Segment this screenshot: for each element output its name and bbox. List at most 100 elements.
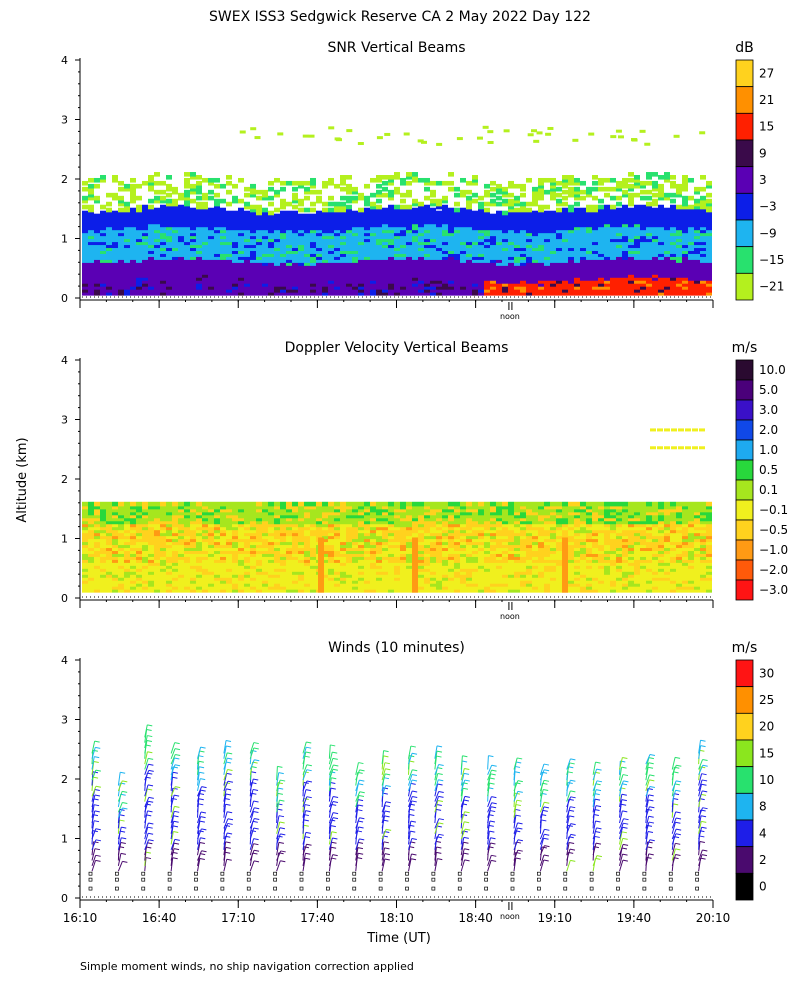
snr-cell <box>394 172 400 177</box>
snr-cell <box>478 196 484 201</box>
snr-cell <box>309 135 315 138</box>
snr-cell <box>490 187 496 192</box>
snr-cell <box>418 202 424 207</box>
snr-cell <box>256 190 262 195</box>
snr-cell <box>112 211 118 216</box>
snr-cell <box>634 205 640 210</box>
snr-cell <box>346 129 352 132</box>
snr-cell <box>202 193 208 198</box>
snr-cell <box>268 202 274 207</box>
snr-cell <box>388 175 394 180</box>
snr-cell <box>154 190 160 195</box>
snr-cell <box>304 187 310 192</box>
snr-cell <box>292 187 298 192</box>
snr-cell <box>592 181 598 186</box>
snr-cell <box>568 205 574 210</box>
snr-cell <box>556 193 562 198</box>
y-tick-label: 3 <box>61 414 68 427</box>
snr-cell <box>460 178 466 183</box>
snr-cell <box>598 205 604 210</box>
snr-cell <box>586 205 592 210</box>
velocity-cell <box>238 502 244 507</box>
y-tick-label: 1 <box>61 233 68 246</box>
velocity-cell <box>292 502 298 507</box>
snr-cell <box>574 187 580 192</box>
snr-cell <box>148 205 154 210</box>
snr-cell <box>94 178 100 183</box>
snr-cell <box>520 202 526 207</box>
snr-cell <box>674 135 680 138</box>
colorbar-swatch <box>736 560 753 580</box>
snr-cell <box>598 199 604 204</box>
snr-cell <box>256 205 262 210</box>
snr-cell <box>616 130 622 133</box>
snr-cell <box>454 202 460 207</box>
snr-cell <box>280 211 286 216</box>
snr-cell <box>487 130 493 133</box>
snr-cell <box>364 196 370 201</box>
snr-cell <box>700 196 706 201</box>
y-tick-label: 3 <box>61 114 68 127</box>
colorbar-swatch <box>736 87 753 114</box>
snr-cell <box>400 199 406 204</box>
snr-cell <box>316 211 322 216</box>
snr-cell <box>352 187 358 192</box>
velocity-cell <box>316 502 322 507</box>
snr-cell <box>100 205 106 210</box>
velocity-cell <box>106 502 112 507</box>
snr-cell <box>298 214 304 219</box>
snr-cell <box>196 196 202 201</box>
snr-cell <box>652 199 658 204</box>
colorbar-label: −15 <box>759 253 784 267</box>
velocity-cell <box>190 502 196 507</box>
snr-cell <box>352 211 358 216</box>
snr-cell <box>280 199 286 204</box>
snr-cell <box>508 193 514 198</box>
snr-cell <box>646 190 652 195</box>
snr-cell <box>526 202 532 207</box>
snr-cell <box>568 187 574 192</box>
snr-cell <box>202 202 208 207</box>
colorbar-label: 27 <box>759 66 774 80</box>
snr-cell <box>370 202 376 207</box>
snr-cell <box>118 196 124 201</box>
snr-cell <box>124 184 130 189</box>
snr-cell <box>244 187 250 192</box>
snr-cell <box>610 135 616 138</box>
colorbar-swatch <box>736 380 753 400</box>
snr-cell <box>634 175 640 180</box>
snr-cell <box>346 175 352 180</box>
snr-cell <box>274 208 280 213</box>
snr-cell <box>136 184 142 189</box>
snr-cell <box>82 187 88 192</box>
snr-cell <box>160 181 166 186</box>
snr-cell <box>130 184 136 189</box>
snr-cell <box>106 202 112 207</box>
snr-cell <box>262 190 268 195</box>
snr-cell <box>286 211 292 216</box>
snr-cell <box>136 205 142 210</box>
snr-cell <box>130 208 136 213</box>
snr-cell <box>352 196 358 201</box>
snr-cell <box>328 178 334 183</box>
snr-cell <box>370 178 376 183</box>
snr-cell <box>664 172 670 177</box>
velocity-cell <box>268 502 274 507</box>
snr-cell <box>418 178 424 183</box>
snr-cell <box>544 205 550 210</box>
snr-cell <box>376 175 382 180</box>
snr-cell <box>376 199 382 204</box>
snr-cell <box>483 126 489 129</box>
snr-cell <box>556 199 562 204</box>
colorbar-label: −0.1 <box>759 503 788 517</box>
snr-cell <box>526 178 532 183</box>
velocity-cell <box>118 502 124 507</box>
colorbar-label: 9 <box>759 146 767 160</box>
snr-cell <box>658 184 664 189</box>
snr-cell <box>454 193 460 198</box>
snr-cell <box>484 184 490 189</box>
snr-cell <box>382 193 388 198</box>
snr-cell <box>82 211 88 216</box>
snr-cell <box>610 187 616 192</box>
snr-cell <box>688 178 694 183</box>
